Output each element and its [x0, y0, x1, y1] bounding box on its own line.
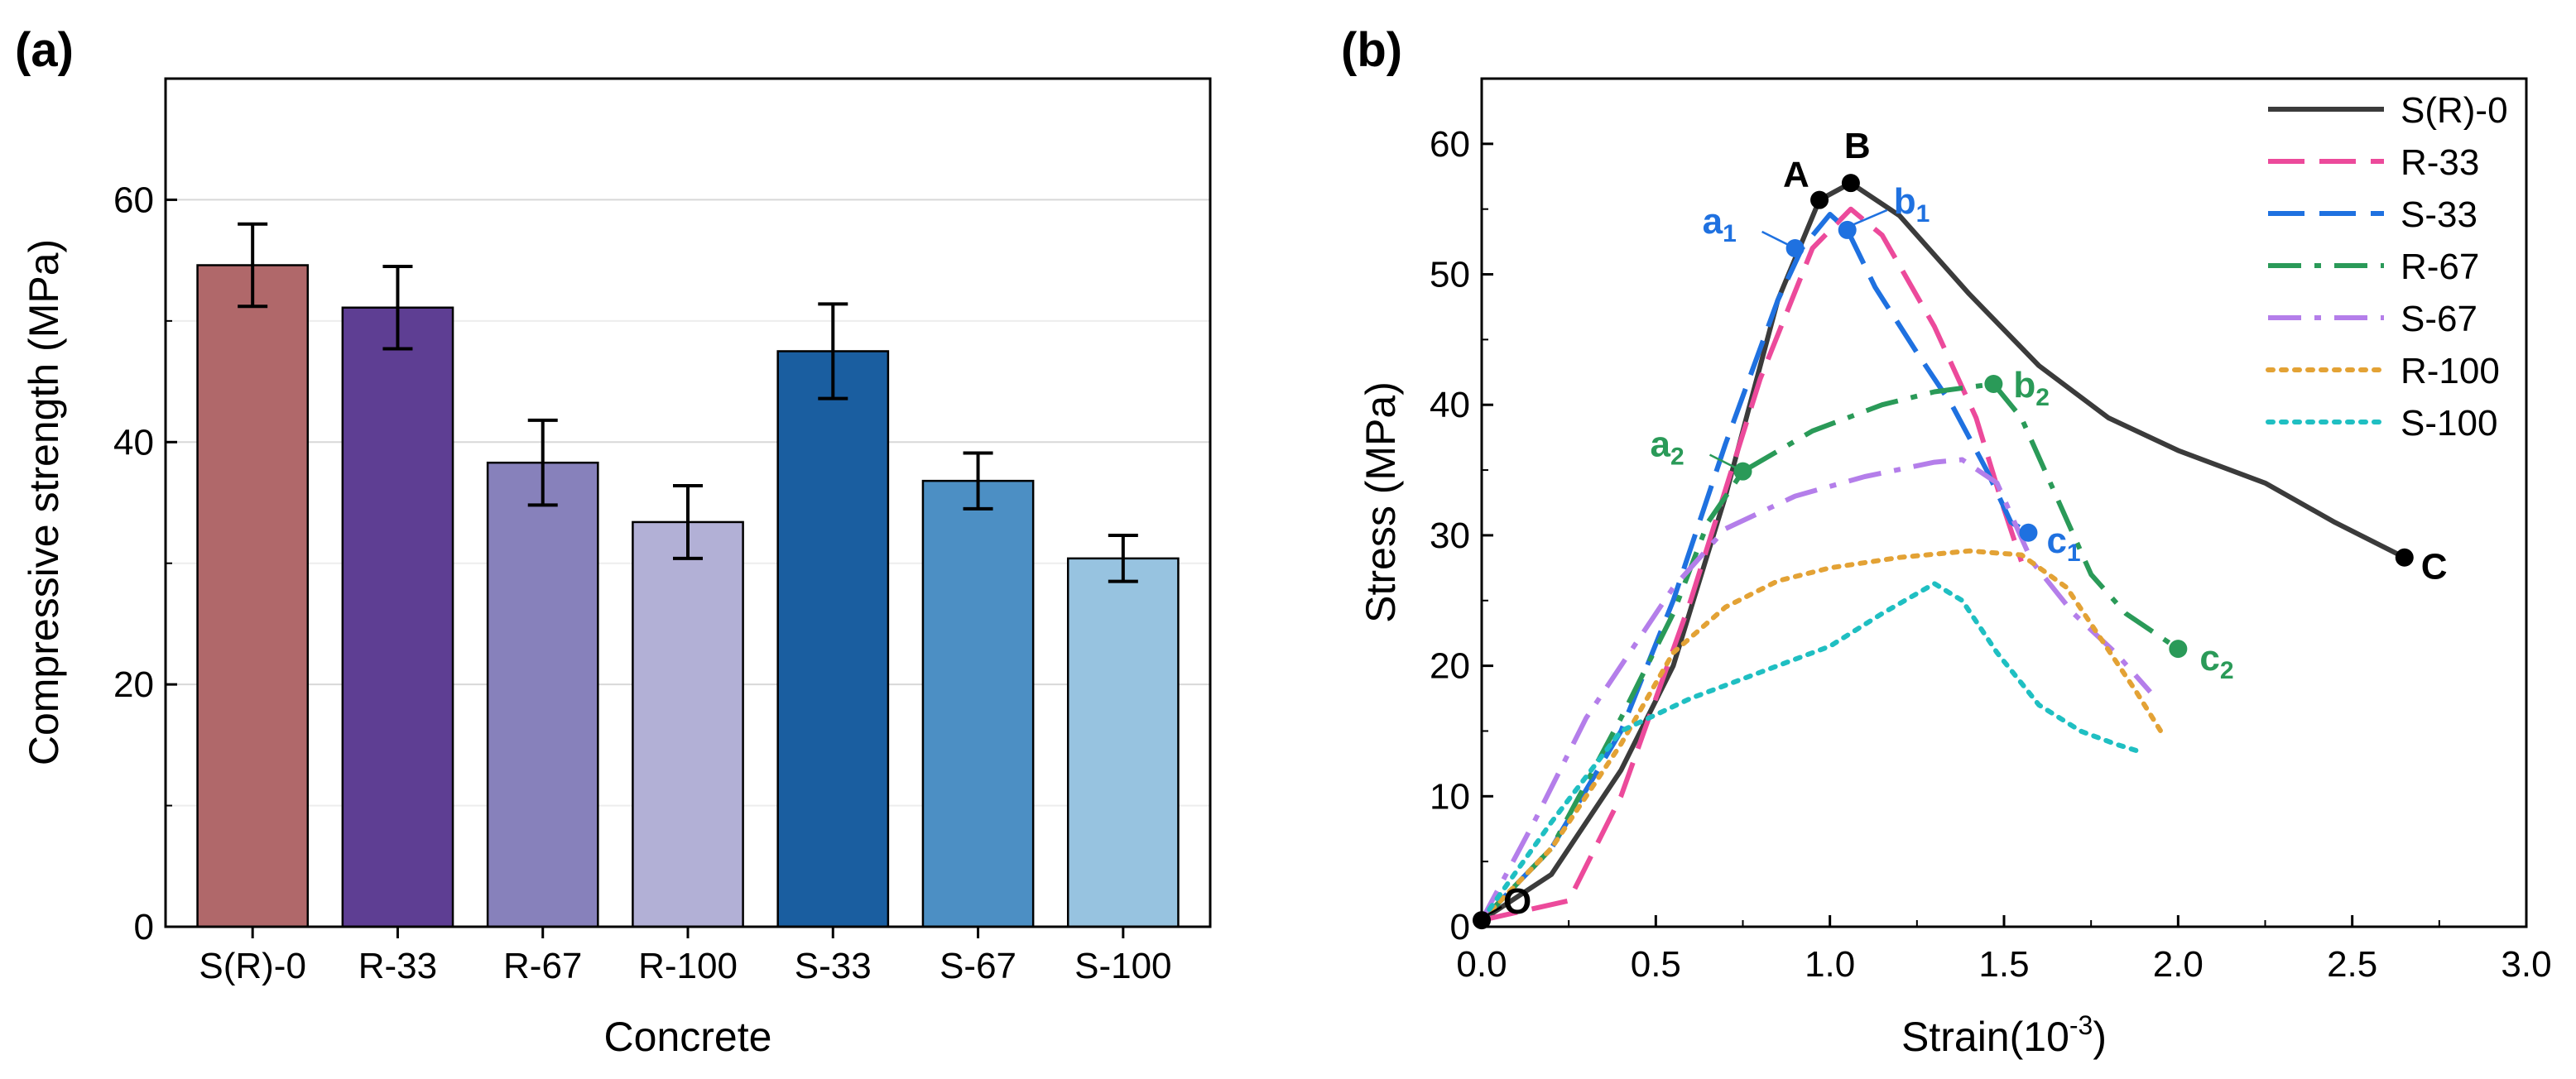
- y-tick-label: 30: [1430, 516, 1470, 556]
- marker-label: B: [1844, 126, 1871, 166]
- series-line-S-67: [1479, 457, 2152, 922]
- marker-leader: [1486, 906, 1502, 917]
- marker-label: C: [2421, 547, 2448, 587]
- series-line-R-67: [1479, 381, 2180, 923]
- bar-R-33: [341, 306, 454, 928]
- x-tick-label: S-67: [940, 946, 1016, 986]
- x-tick-label: S(R)-0: [199, 946, 306, 986]
- marker-label: a1: [1703, 201, 1737, 247]
- marker-c2: [2169, 640, 2188, 659]
- marker-c1: [2019, 523, 2038, 542]
- x-tick-label: S-33: [795, 946, 872, 986]
- y-axis-title: Stress (MPa): [1358, 381, 1404, 623]
- marker-label: c2: [2199, 638, 2233, 684]
- panel-b-label: (b): [1341, 23, 1402, 77]
- x-tick-label: 2.0: [2153, 944, 2204, 985]
- y-tick-label: 20: [113, 664, 154, 705]
- bar-S(R)-0: [196, 264, 310, 928]
- series-lines-group: [1479, 180, 2406, 923]
- error-bars-group: [238, 222, 1138, 583]
- legend-label-R-67: R-67: [2401, 247, 2479, 287]
- legend-label-S(R)-0: S(R)-0: [2401, 90, 2508, 131]
- x-axis-title: Concrete: [604, 1014, 772, 1060]
- legend-label-S-100: S-100: [2401, 403, 2497, 444]
- bar-S-33: [776, 350, 890, 928]
- series-line-S-100: [1479, 581, 2139, 923]
- y-tick-label: 60: [113, 180, 154, 220]
- marker-leader: [1709, 453, 1737, 469]
- x-tick-label: S-100: [1074, 946, 1171, 986]
- legend-label-R-33: R-33: [2401, 142, 2479, 183]
- marker-label: b2: [2013, 365, 2050, 411]
- y-tick-label: 0: [1450, 907, 1470, 947]
- legend: S(R)-0 R-33 S-33 R-67 S-67 R-100 S-100: [2266, 90, 2508, 444]
- y-tick-label: 0: [134, 907, 154, 947]
- bar-R-67: [486, 461, 599, 928]
- marker-label: O: [1503, 881, 1531, 922]
- x-tick-label: 3.0: [2501, 944, 2551, 985]
- bars-group: [196, 264, 1180, 928]
- marker-C: [2395, 548, 2414, 567]
- x-axis-ticks: 0.0 0.5 1.0 1.5 2.0 2.5 3.0: [1456, 915, 2552, 985]
- y-tick-label: 40: [113, 422, 154, 463]
- series-line-R-33: [1481, 206, 2024, 923]
- bar-S-100: [1066, 557, 1180, 928]
- y-axis-ticks: 0 10 20 30 40 50 60: [1430, 124, 1493, 947]
- marker-a1: [1785, 239, 1805, 257]
- series-line-R-100: [1479, 548, 2164, 923]
- marker-label: c1: [2046, 520, 2080, 567]
- x-tick-label: R-100: [638, 946, 738, 986]
- x-axis-title: Strain(10-3): [1901, 1010, 2107, 1060]
- series-line-S-33: [1479, 212, 2030, 923]
- marker-A: [1810, 190, 1829, 209]
- x-tick-label: R-33: [358, 946, 437, 986]
- marker-label: A: [1783, 155, 1809, 195]
- marker-label: a2: [1651, 424, 1684, 471]
- y-tick-label: 40: [1430, 385, 1470, 425]
- bar-chart: 0 20 40 60 S(R)-0 R-33 R-67 R-100 S-33 S-67 S-100…: [21, 77, 1212, 1060]
- marker-B: [1841, 174, 1860, 193]
- x-tick-label: 1.0: [1805, 944, 1855, 985]
- legend-label-R-100: R-100: [2401, 351, 2500, 391]
- bar-S-67: [921, 479, 1035, 928]
- y-tick-label: 50: [1430, 255, 1470, 295]
- panel-a-label: (a): [15, 23, 74, 77]
- y-axis-title: Compressive strength (MPa): [21, 239, 67, 765]
- legend-label-S-67: S-67: [2401, 299, 2477, 339]
- marker-leader: [1852, 209, 1888, 227]
- y-tick-label: 10: [1430, 776, 1470, 817]
- x-tick-label: 1.5: [1978, 944, 2029, 985]
- x-axis-ticks: S(R)-0 R-33 R-67 R-100 S-33 S-67 S-100: [199, 927, 1172, 986]
- y-tick-label: 20: [1430, 646, 1470, 687]
- y-axis-ticks: 0 20 40 60: [113, 180, 177, 947]
- marker-a2: [1733, 462, 1752, 481]
- line-chart: O AB Ca1 b1 c1 a2 b2 c2 0 10 20 30 40 50 60 0.0 0.5 1.0…: [1358, 77, 2552, 1060]
- x-tick-label: 0.0: [1456, 944, 1507, 985]
- x-tick-label: R-67: [503, 946, 582, 986]
- legend-label-S-33: S-33: [2401, 194, 2477, 235]
- bar-R-100: [632, 520, 744, 928]
- y-tick-label: 60: [1430, 124, 1470, 165]
- marker-b1: [1838, 220, 1857, 239]
- x-tick-label: 2.5: [2327, 944, 2377, 985]
- marker-leader: [1761, 230, 1790, 247]
- marker-label: b1: [1894, 181, 1930, 228]
- x-tick-label: 0.5: [1631, 944, 1681, 985]
- marker-b2: [1984, 375, 2003, 393]
- point-markers-group: O AB Ca1 b1 c1 a2 b2 c2: [1473, 126, 2448, 930]
